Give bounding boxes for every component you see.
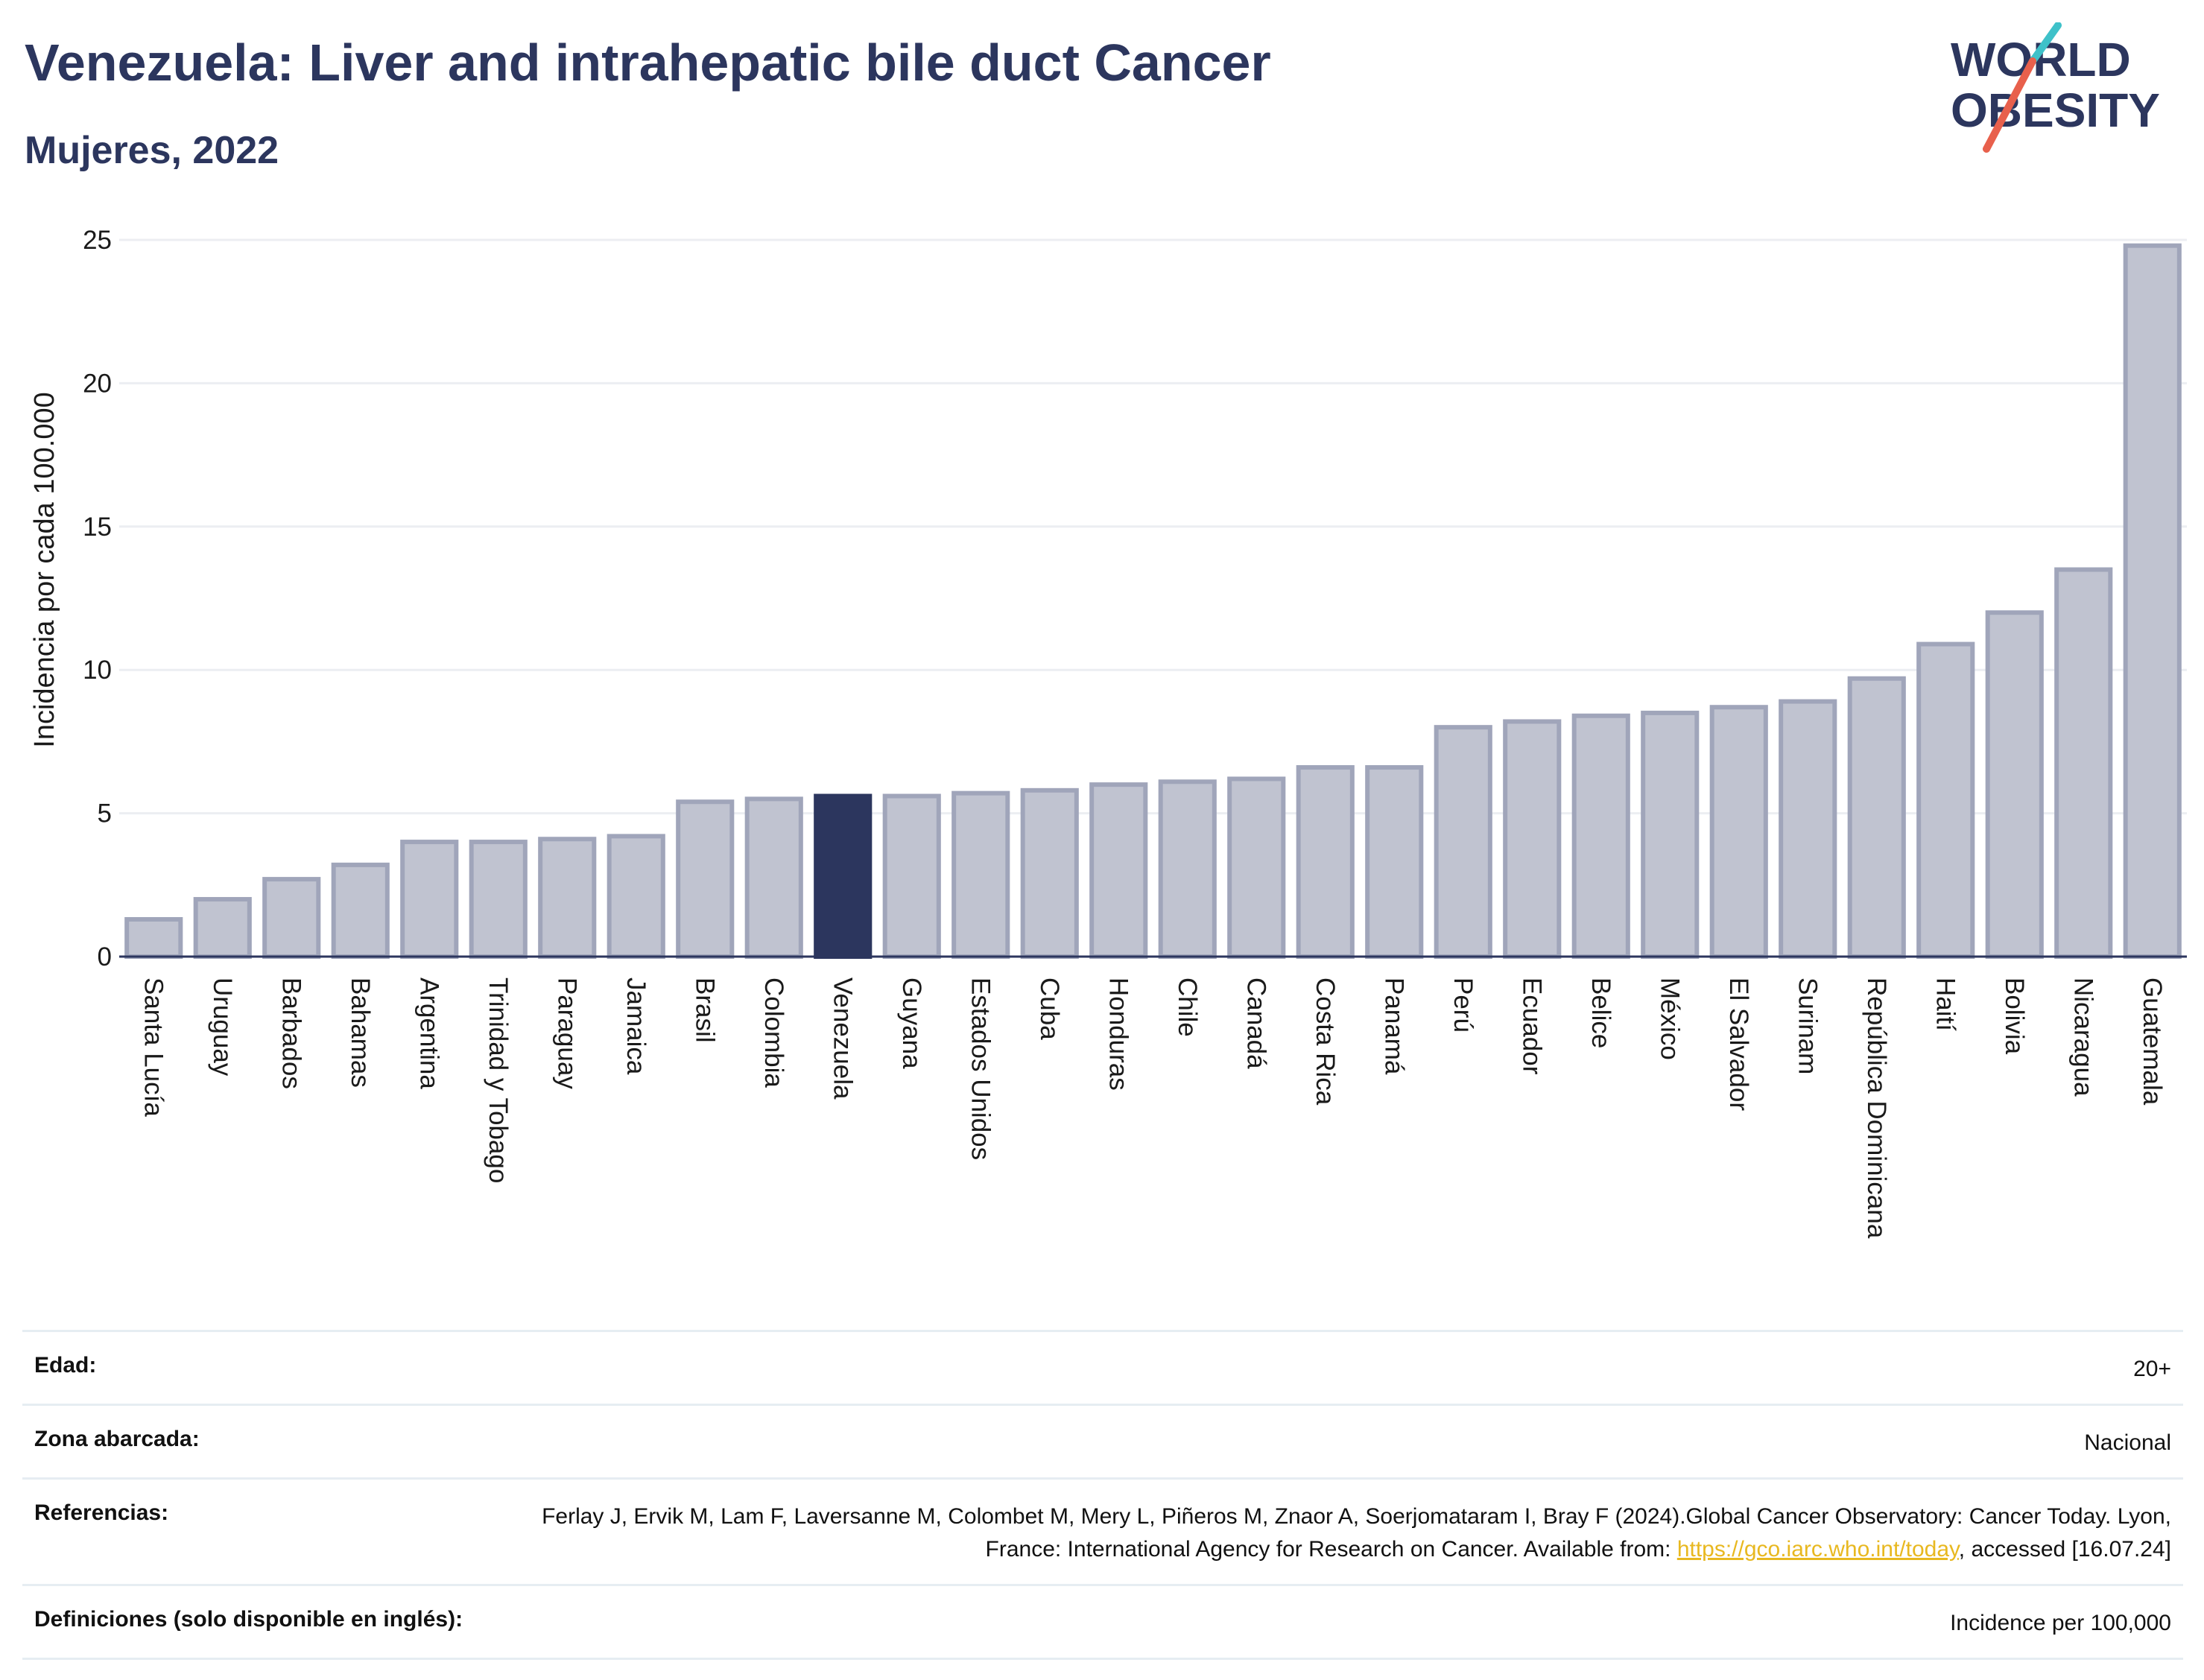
x-tick-label-guyana: Guyana (897, 977, 926, 1069)
info-row-referencias: Referencias: Ferlay J, Ervik M, Lam F, L… (22, 1477, 2183, 1584)
y-tick-label-0: 0 (98, 942, 112, 971)
bar-barbados[interactable] (262, 877, 321, 959)
x-tick-label-mexico: México (1655, 977, 1684, 1060)
x-tick-label-guatemala: Guatemala (2138, 977, 2167, 1106)
x-axis-ticks: Santa Lucía Uruguay Barbados Bahamas Argenti… (139, 977, 2167, 1239)
info-value-zona: Nacional (2084, 1430, 2171, 1455)
x-tick-label-haiti: Haití (1931, 977, 1960, 1031)
x-tick-label-venezuela: Venezuela (828, 977, 857, 1100)
x-tick-label-estados-unidos: Estados Unidos (966, 977, 995, 1160)
x-tick-label-costa-rica: Costa Rica (1311, 977, 1340, 1106)
reference-link[interactable]: https://gco.iarc.who.int/today (1676, 1537, 1959, 1562)
x-tick-label-argentina: Argentina (414, 977, 443, 1089)
y-tick-label-5: 5 (98, 799, 112, 828)
x-tick-label-barbados: Barbados (276, 977, 305, 1089)
logo-text-obesity: OBESITY (1951, 83, 2160, 137)
bar-bolivia[interactable] (1985, 610, 2044, 959)
y-tick-label-25: 25 (83, 226, 112, 255)
info-label-referencias: Referencias: (34, 1500, 169, 1525)
info-row-edad: Edad: 20+ (22, 1330, 2183, 1404)
grid-lines (119, 238, 2187, 815)
x-tick-label-el-salvador: El Salvador (1724, 977, 1753, 1111)
bar-republica-dominicana[interactable] (1847, 676, 1906, 960)
info-value-referencias: Ferlay J, Ervik M, Lam F, Laversanne M, … (532, 1500, 2171, 1566)
y-tick-label-10: 10 (83, 656, 112, 685)
logo-slash-red (1983, 57, 2036, 153)
bar-chile[interactable] (1158, 779, 1217, 959)
bar-haiti[interactable] (1916, 641, 1975, 959)
bar-nicaragua[interactable] (2054, 567, 2113, 959)
x-tick-label-surinam: Surinam (1793, 977, 1822, 1074)
x-tick-label-colombia: Colombia (759, 977, 788, 1088)
reference-accessed: , accessed [16.07.24] (1958, 1537, 2171, 1562)
info-table: Edad: 20+ Zona abarcada: Nacional Refere… (22, 1330, 2183, 1660)
logo-slash-teal (2029, 22, 2062, 65)
reference-text: Ferlay J, Ervik M, Lam F, Laversanne M, … (542, 1504, 2171, 1562)
bar-chart: 0 5 10 15 20 25 Santa Lucía Uruguay Barbados Bah… (29, 226, 2187, 1239)
bars (124, 243, 2182, 960)
bar-uruguay[interactable] (193, 897, 252, 959)
chart-subtitle: Mujeres, 2022 (25, 129, 279, 172)
bar-belice[interactable] (1571, 713, 1630, 959)
x-tick-label-honduras: Honduras (1103, 977, 1133, 1091)
bar-guyana[interactable] (882, 793, 941, 960)
x-tick-label-ecuador: Ecuador (1517, 977, 1546, 1075)
bar-costa-rica[interactable] (1296, 765, 1355, 959)
logo-text-world: WORLD (1951, 33, 2131, 86)
bar-paraguay[interactable] (538, 837, 597, 959)
bar-colombia[interactable] (744, 796, 803, 959)
world-obesity-logo: WORLD OBESITY (1951, 22, 2160, 153)
y-tick-label-15: 15 (83, 513, 112, 542)
bar-estados-unidos[interactable] (951, 790, 1010, 959)
x-tick-label-belice: Belice (1586, 977, 1615, 1048)
bar-bahamas[interactable] (331, 862, 390, 960)
bar-trinidad-y-tobago[interactable] (469, 840, 528, 960)
y-axis-label: Incidencia por cada 100.000 (29, 392, 60, 747)
bar-guatemala[interactable] (2123, 243, 2182, 960)
x-tick-label-cuba: Cuba (1035, 977, 1064, 1040)
x-tick-label-bahamas: Bahamas (346, 977, 375, 1088)
bar-mexico[interactable] (1641, 710, 1700, 959)
info-value-definiciones: Incidence per 100,000 (1950, 1611, 2171, 1635)
bar-brasil[interactable] (676, 799, 735, 960)
info-row-zona: Zona abarcada: Nacional (22, 1404, 2183, 1477)
x-tick-label-nicaragua: Nicaragua (2068, 977, 2097, 1097)
bar-cuba[interactable] (1020, 787, 1079, 959)
info-label-zona: Zona abarcada: (34, 1427, 200, 1451)
x-tick-label-chile: Chile (1173, 977, 1202, 1037)
x-tick-label-republica-dominicana: República Dominicana (1862, 977, 1891, 1239)
x-tick-label-uruguay: Uruguay (208, 977, 237, 1077)
x-tick-label-paraguay: Paraguay (552, 977, 581, 1089)
bar-santa-lucia[interactable] (124, 916, 183, 960)
bar-venezuela[interactable] (814, 793, 873, 960)
x-tick-label-peru: Perú (1448, 977, 1478, 1033)
info-row-definiciones: Definiciones (solo disponible en inglés)… (22, 1584, 2183, 1660)
x-tick-label-trinidad-y-tobago: Trinidad y Tobago (484, 977, 513, 1183)
bar-peru[interactable] (1434, 725, 1492, 959)
bar-panama[interactable] (1365, 765, 1424, 959)
x-tick-label-brasil: Brasil (690, 977, 719, 1043)
bar-canada[interactable] (1227, 776, 1286, 960)
bar-el-salvador[interactable] (1709, 705, 1768, 959)
bar-surinam[interactable] (1779, 699, 1837, 959)
info-value-edad: 20+ (2133, 1357, 2171, 1381)
info-label-edad: Edad: (34, 1353, 97, 1378)
x-tick-label-canada: Canadá (1241, 977, 1270, 1069)
x-tick-label-jamaica: Jamaica (621, 977, 650, 1075)
chart-title: Venezuela: Liver and intrahepatic bile d… (25, 34, 1271, 92)
bar-honduras[interactable] (1089, 782, 1148, 959)
x-tick-label-panama: Panamá (1379, 977, 1408, 1075)
bar-argentina[interactable] (400, 840, 459, 960)
bar-jamaica[interactable] (607, 834, 665, 959)
info-label-definiciones: Definiciones (solo disponible en inglés)… (34, 1607, 463, 1632)
bar-ecuador[interactable] (1503, 719, 1562, 959)
x-tick-label-bolivia: Bolivia (2000, 977, 2029, 1055)
y-tick-label-20: 20 (83, 369, 112, 398)
x-tick-label-santa-lucia: Santa Lucía (139, 977, 168, 1117)
y-axis-ticks: 0 5 10 15 20 25 (83, 226, 112, 971)
